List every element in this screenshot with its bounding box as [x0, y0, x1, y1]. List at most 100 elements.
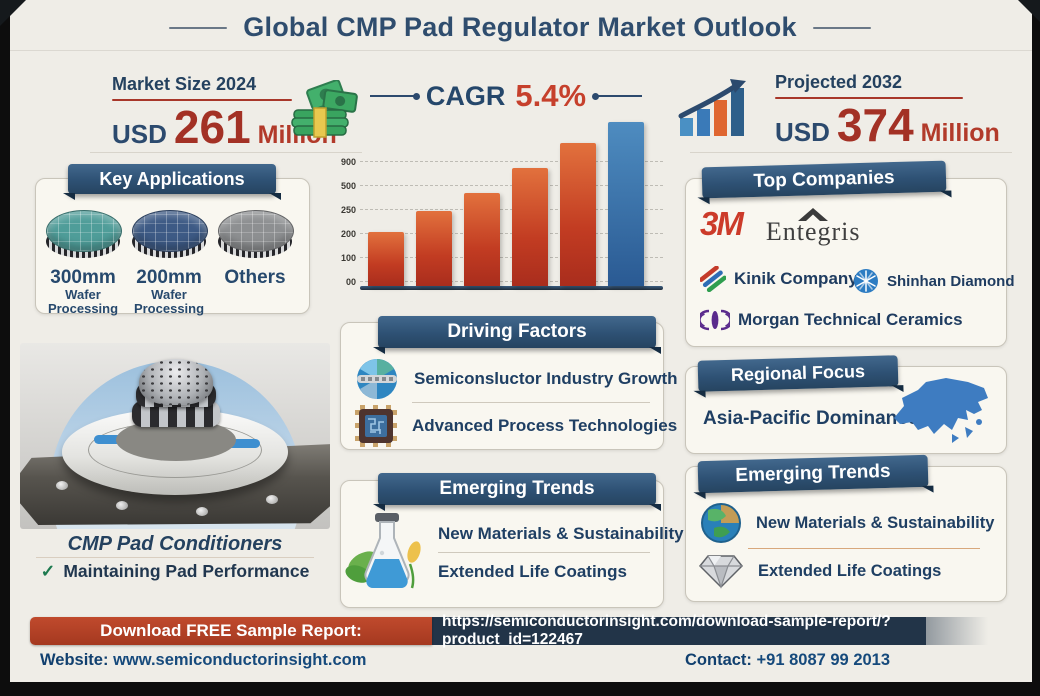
cmp-benefit-text: Maintaining Pad Performance — [63, 561, 310, 581]
kinik-logo — [700, 266, 726, 292]
diamond-icon — [698, 555, 744, 589]
top-companies-header: Top Companies — [753, 166, 895, 192]
money-stack-icon — [288, 79, 362, 149]
download-label-box: Download FREE Sample Report: — [30, 617, 432, 645]
cmp-caption-rule — [36, 557, 314, 558]
knob-diamond-dome — [139, 359, 213, 405]
driving-factors-header: Driving Factors — [447, 321, 587, 342]
website-line: Website: www.semiconductorinsight.com — [40, 651, 366, 670]
title-dash-right — [812, 26, 871, 29]
key-applications-ribbon: Key Applications — [63, 164, 281, 200]
driving-factors-ribbon: Driving Factors — [373, 316, 661, 354]
driving-factors-divider — [412, 402, 650, 403]
application-subtitle: Wafer Processing — [47, 286, 119, 317]
regional-focus-header: Regional Focus — [730, 361, 866, 385]
3m-logo: 3M — [700, 205, 744, 242]
chart-gridline — [360, 233, 663, 234]
globe-leaf-icon — [701, 503, 741, 543]
download-url-box[interactable]: https://semiconductorinsight.com/downloa… — [432, 613, 988, 648]
trends-right-divider — [748, 548, 980, 549]
cagr-value: 5.4% — [515, 78, 587, 113]
website-label: Website: — [40, 651, 109, 669]
header-divider — [10, 50, 1032, 51]
emerging-trends-right-header: Emerging Trends — [735, 460, 891, 487]
market-size-value: 261 — [173, 101, 251, 153]
morgan-logo — [700, 309, 730, 331]
top-companies-panel — [685, 178, 1007, 347]
chart-bar-2 — [416, 211, 452, 286]
chart-plot-area — [360, 112, 663, 290]
market-size-currency: USD — [112, 119, 167, 149]
company-row-2b: Shinhan Diamond — [853, 268, 1015, 294]
contact-line: Contact: +91 8087 99 2013 — [685, 651, 890, 670]
application-item-200mm: 200mm Wafer Processing — [128, 210, 210, 317]
application-title: 200mm — [136, 267, 202, 288]
stat-rule-right — [690, 152, 1012, 153]
download-url[interactable]: https://semiconductorinsight.com/downloa… — [442, 613, 891, 648]
chart-y-tick: 900 — [340, 157, 356, 167]
cagr-header: CAGR 5.4% — [356, 78, 656, 114]
frame-edge-bottom — [0, 682, 1040, 696]
trend-text: New Materials & Sustainability — [438, 524, 684, 543]
application-subtitle: Wafer Processing — [133, 286, 205, 317]
company-row-3: Morgan Technical Ceramics — [700, 308, 963, 332]
disc-blue-accent — [216, 439, 260, 448]
corner-fold-top-right — [1018, 0, 1040, 22]
regional-focus-ribbon: Regional Focus — [697, 355, 899, 392]
driving-factor-text: Advanced Process Technologies — [412, 416, 678, 435]
application-item-others: Others — [214, 210, 296, 288]
trend-right-row-2: Extended Life Coatings — [698, 552, 941, 590]
application-item-300mm: 300mm Wafer Processing — [42, 210, 124, 317]
chart-gridline — [360, 185, 663, 186]
market-size-label: Market Size 2024 — [112, 74, 257, 94]
chart-y-tick: 100 — [340, 253, 356, 263]
corner-fold-top-left — [0, 0, 26, 26]
frame-edge-left — [0, 0, 10, 696]
contact-value[interactable]: +91 8087 99 2013 — [756, 651, 891, 669]
check-icon: ✓ — [40, 561, 56, 581]
emerging-trends-right-ribbon: Emerging Trends — [697, 454, 929, 494]
stat-rule-left — [90, 152, 362, 153]
wafer-disc-icon — [132, 210, 208, 260]
emerging-trends-center-ribbon: Emerging Trends — [373, 473, 661, 511]
chart-bar-4 — [512, 168, 548, 286]
trend-center-row-1: New Materials & Sustainability — [438, 524, 684, 544]
chart-bar-3 — [464, 193, 500, 286]
growth-arrow-icon — [678, 78, 750, 145]
trend-text: Extended Life Coatings — [758, 561, 942, 580]
company-name: Shinhan Diamond — [887, 272, 1015, 290]
company-name: Morgan Technical Ceramics — [738, 310, 963, 329]
company-row-1: 3M Entegris — [700, 205, 861, 244]
entegris-peak-icon — [798, 207, 829, 221]
driving-factor-row-2: Advanced Process Technologies — [354, 404, 677, 448]
asia-map-icon — [888, 376, 992, 453]
application-title: Others — [224, 267, 286, 288]
company-row-2a: Kinik Company — [700, 266, 858, 292]
cmp-pad-conditioner-photo — [20, 343, 330, 529]
company-name: Kinik Company — [734, 269, 858, 288]
projected-currency: USD — [775, 117, 830, 147]
page-title: Global CMP Pad Regulator Market Outlook — [243, 12, 797, 42]
cagr-dash-right — [592, 92, 643, 100]
cmp-benefit: ✓ Maintaining Pad Performance — [22, 561, 328, 582]
trend-text: New Materials & Sustainability — [756, 513, 995, 532]
projected-label: Projected 2032 — [775, 72, 903, 92]
chart-bar-6 — [608, 122, 644, 286]
regional-focus-text: Asia-Pacific Dominance — [703, 408, 919, 429]
trend-right-row-1: New Materials & Sustainability — [700, 502, 994, 544]
trend-text: Extended Life Coatings — [438, 562, 627, 581]
trends-center-divider — [438, 552, 650, 553]
key-applications-header: Key Applications — [99, 168, 245, 189]
projected-stat: Projected 2032 USD 374 Million — [775, 72, 1015, 148]
driving-factor-text: Semiconsluctor Industry Growth — [414, 369, 678, 388]
cagr-label: CAGR — [425, 80, 506, 111]
cmp-caption: CMP Pad Conditioners — [67, 533, 283, 555]
website-value[interactable]: www.semiconductorinsight.com — [113, 651, 367, 669]
cagr-bar-chart: 900 500 250 200 100 00 — [336, 112, 663, 290]
trend-center-row-2: Extended Life Coatings — [438, 562, 627, 582]
driving-factor-row-1: Semiconsluctor Industry Growth — [354, 356, 678, 402]
chart-gridline — [360, 209, 663, 210]
chart-y-tick: 00 — [345, 277, 356, 287]
chart-baseline — [360, 286, 663, 290]
